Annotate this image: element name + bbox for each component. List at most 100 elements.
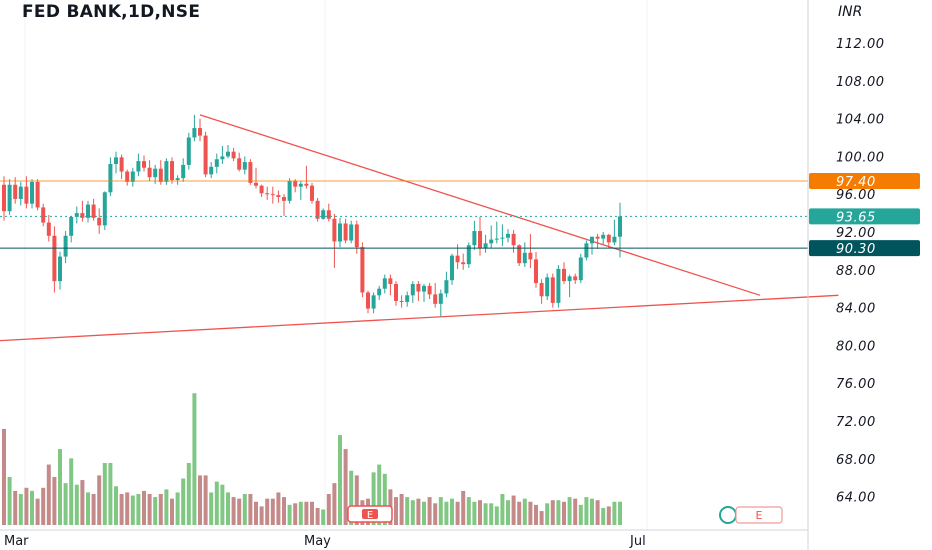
volume-bar bbox=[186, 463, 191, 525]
candle-body bbox=[203, 135, 208, 175]
price-tick-label: 88.00 bbox=[836, 264, 876, 279]
price-label-text: 90.30 bbox=[836, 242, 876, 257]
volume-bar bbox=[332, 483, 337, 525]
candle bbox=[2, 176, 6, 221]
volume-bar bbox=[7, 476, 12, 525]
candle-body bbox=[13, 184, 18, 199]
volume-bar bbox=[618, 501, 622, 525]
volume-bar bbox=[24, 487, 29, 525]
candle-body bbox=[321, 210, 326, 219]
candle-body bbox=[7, 184, 12, 212]
candle bbox=[606, 233, 611, 249]
candle-body bbox=[18, 186, 23, 199]
volume-bar bbox=[231, 497, 236, 525]
candle bbox=[192, 114, 197, 142]
candle-body bbox=[517, 245, 522, 264]
candle bbox=[539, 279, 544, 304]
candle-body bbox=[74, 213, 79, 217]
candle bbox=[382, 274, 387, 294]
candle bbox=[550, 273, 555, 308]
candle-body bbox=[237, 158, 242, 170]
candle bbox=[164, 158, 169, 185]
candle-body bbox=[539, 283, 544, 297]
candle bbox=[489, 225, 494, 249]
candle bbox=[326, 203, 331, 222]
volume-bar bbox=[220, 484, 225, 525]
earnings-marker[interactable]: E bbox=[347, 505, 393, 523]
volume-bar bbox=[125, 492, 130, 525]
time-tick-label: May bbox=[304, 534, 331, 549]
marker-ring bbox=[719, 506, 737, 524]
volume-bar bbox=[349, 470, 354, 525]
candle bbox=[102, 191, 107, 231]
volume-bar bbox=[214, 481, 219, 525]
candle-body bbox=[254, 182, 258, 186]
candle bbox=[500, 224, 505, 247]
candle bbox=[573, 273, 578, 284]
candle-body bbox=[528, 252, 533, 260]
volume-bar bbox=[97, 475, 102, 525]
volume-bar bbox=[270, 498, 275, 525]
candle-body bbox=[310, 185, 314, 201]
candle-body bbox=[326, 210, 331, 219]
candle bbox=[136, 153, 141, 177]
volume-bar bbox=[343, 449, 348, 525]
volume-layer bbox=[2, 393, 622, 525]
candle-body bbox=[181, 164, 186, 179]
volume-bar bbox=[304, 501, 309, 525]
candle-body bbox=[427, 285, 432, 295]
candle bbox=[259, 184, 264, 198]
candle bbox=[237, 152, 242, 172]
volume-bar bbox=[192, 393, 197, 525]
candle-body bbox=[399, 300, 404, 302]
candle-body bbox=[147, 167, 152, 178]
price-tick-label: 72.00 bbox=[836, 415, 876, 430]
volume-bar bbox=[382, 473, 387, 525]
price-tick-label: 112.00 bbox=[836, 37, 885, 52]
candle-body bbox=[130, 171, 135, 182]
volume-bar bbox=[354, 475, 359, 525]
volume-bar bbox=[254, 501, 258, 525]
candle-body bbox=[606, 234, 611, 243]
candle bbox=[461, 253, 466, 270]
candle bbox=[13, 177, 18, 204]
candle-body bbox=[500, 237, 505, 239]
candle-body bbox=[259, 185, 264, 194]
candle-body bbox=[584, 243, 589, 258]
candle bbox=[147, 160, 152, 181]
candle-body bbox=[192, 128, 197, 138]
candle-body bbox=[226, 151, 230, 157]
volume-bar bbox=[102, 463, 107, 525]
title-separator: , bbox=[121, 2, 128, 22]
price-tick-label: 64.00 bbox=[836, 491, 876, 506]
candle bbox=[52, 226, 57, 293]
candle-body bbox=[388, 278, 393, 284]
candle-body bbox=[438, 293, 443, 304]
candle-body bbox=[472, 231, 477, 246]
candle-body bbox=[2, 184, 6, 212]
candle bbox=[186, 132, 191, 170]
candle bbox=[198, 118, 202, 142]
volume-bar bbox=[511, 495, 516, 525]
volume-bar bbox=[293, 503, 298, 525]
earnings-marker[interactable]: E bbox=[719, 506, 783, 524]
candle-body bbox=[590, 236, 594, 244]
candle-body bbox=[567, 276, 572, 282]
candle bbox=[203, 131, 208, 178]
volume-bar bbox=[69, 458, 74, 525]
price-tick-label: 96.00 bbox=[836, 188, 876, 203]
volume-bar bbox=[321, 509, 326, 525]
candle bbox=[287, 178, 292, 204]
price-label: 90.30 bbox=[809, 240, 920, 257]
candle bbox=[517, 244, 522, 267]
candle-body bbox=[562, 268, 566, 282]
volume-bar bbox=[86, 492, 90, 525]
candle bbox=[298, 180, 303, 200]
candle bbox=[416, 281, 421, 301]
candle bbox=[63, 231, 68, 264]
volume-bar bbox=[142, 490, 146, 525]
volume-bar bbox=[91, 494, 96, 525]
